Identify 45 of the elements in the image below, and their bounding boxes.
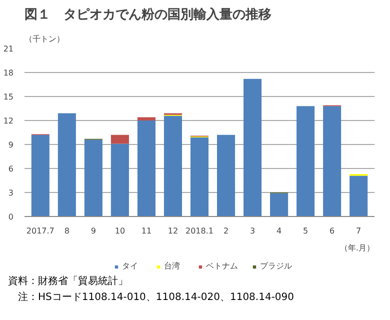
bar: [31, 134, 50, 216]
bar: [110, 144, 129, 216]
x-tick-label: 7: [356, 226, 362, 236]
legend-label: タイ: [122, 260, 139, 272]
bar: [323, 106, 342, 216]
x-tick-label: 2017.7: [26, 226, 54, 236]
y-tick-label: 0: [8, 212, 14, 222]
bar: [137, 117, 156, 120]
bar: [217, 134, 236, 216]
legend-label: ブラジル: [260, 260, 292, 272]
bar: [244, 78, 262, 216]
bar: [84, 140, 102, 216]
bar: [58, 113, 76, 216]
x-tick-label: 3: [250, 226, 256, 236]
text: 注：HSコード1108.14-010、1108.14-020、1108.14-090: [17, 291, 294, 305]
x-tick-label: 4: [276, 226, 282, 236]
bar: [137, 120, 156, 216]
y-tick-label: 12: [3, 116, 14, 126]
x-axis-title: （年.月）: [340, 244, 375, 252]
y-tick-label: 15: [3, 92, 14, 102]
bar: [350, 176, 368, 216]
bar: [164, 116, 182, 216]
x-tick-label: 8: [64, 226, 70, 236]
chart-title: 図１ タピオカでん粉の国別輸入量の推移: [24, 6, 272, 22]
x-tick-label: 2018.1: [186, 226, 214, 236]
x-tick-label: 6: [330, 226, 335, 236]
bar: [296, 106, 315, 216]
x-tick-label: 10: [114, 226, 126, 236]
y-tick-label: 21: [3, 44, 14, 54]
text: 資料：財務省「貿易統計」: [8, 275, 128, 289]
bar: [110, 134, 129, 144]
x-tick-label: 12: [168, 226, 178, 236]
bar: [270, 193, 288, 216]
y-axis-title: （千トン）: [24, 34, 64, 44]
x-tick-label: 2: [223, 226, 229, 236]
x-tick-label: 11: [141, 226, 152, 236]
y-tick-label: 18: [3, 68, 14, 78]
legend-label: ベトナム: [206, 260, 238, 272]
x-tick-label: 9: [90, 226, 96, 236]
x-tick-label: 5: [303, 226, 308, 236]
y-tick-label: 9: [8, 140, 14, 150]
y-tick-label: 6: [8, 164, 14, 174]
y-tick-label: 3: [8, 188, 14, 198]
bar: [190, 137, 209, 216]
legend-label: 台湾: [164, 260, 181, 272]
